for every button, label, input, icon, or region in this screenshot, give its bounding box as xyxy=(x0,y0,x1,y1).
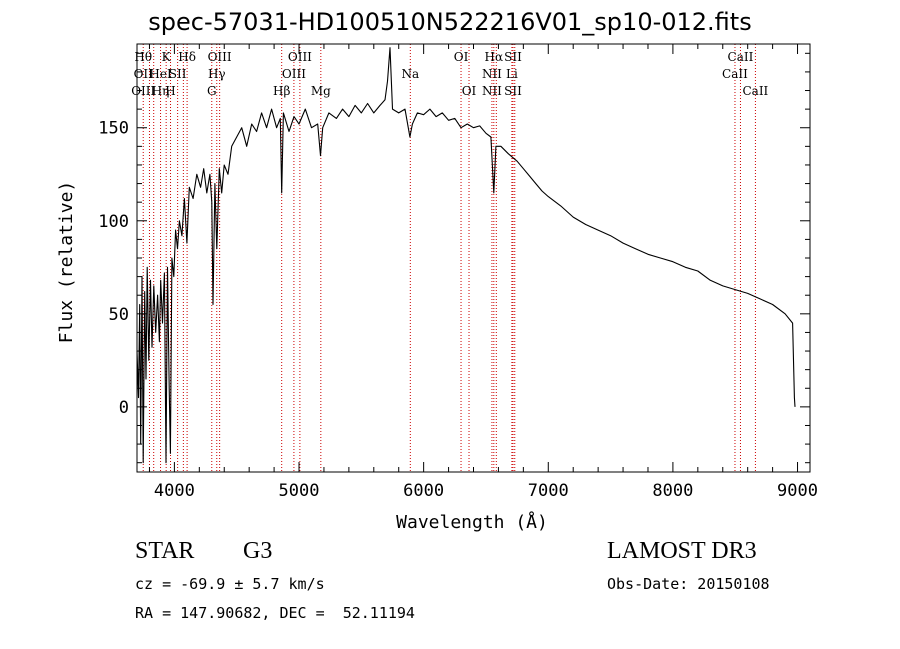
x-axis: 4000 5000 6000 7000 8000 9000 xyxy=(148,44,818,501)
x-axis-label: Wavelength (Å) xyxy=(396,511,548,533)
line-label: OIII xyxy=(282,67,306,81)
object-class: STAR xyxy=(135,538,195,564)
coordinates: RA = 147.90682, DEC = 52.11194 xyxy=(135,604,415,622)
y-tick-label: 50 xyxy=(109,305,129,325)
x-tick-label: 4000 xyxy=(154,481,195,501)
line-label: OIII xyxy=(288,50,312,64)
line-label: OI xyxy=(462,84,477,98)
line-label: CaII xyxy=(742,84,768,98)
line-label: Li xyxy=(506,67,518,81)
line-label: CaII xyxy=(728,50,754,64)
y-axis: 0 50 100 150 xyxy=(98,52,810,464)
line-label: Na xyxy=(401,67,419,81)
line-label: NII xyxy=(482,67,502,81)
x-tick-label: 9000 xyxy=(777,481,818,501)
x-tick-label: 5000 xyxy=(279,481,320,501)
line-label: Hη xyxy=(152,84,170,98)
line-label: K xyxy=(162,50,172,64)
plot-frame xyxy=(136,43,811,473)
redshift-velocity: cz = -69.9 ± 5.7 km/s xyxy=(135,575,325,593)
spectral-subclass: G3 xyxy=(243,538,273,564)
x-tick-label: 6000 xyxy=(403,481,444,501)
line-label: OI xyxy=(454,50,469,64)
y-axis-label: Flux (relative) xyxy=(56,181,77,344)
spectral-line-markers xyxy=(142,44,756,472)
spectral-line-labels: HθOIIOIIIHeIHηKHSIIHδGHγOIIIHβOIIIOIIIMg… xyxy=(131,50,768,98)
y-tick-label: 0 xyxy=(119,398,129,418)
line-label: Mg xyxy=(311,84,331,98)
y-tick-label: 150 xyxy=(98,119,129,139)
line-label: G xyxy=(207,84,217,98)
x-tick-label: 7000 xyxy=(528,481,569,501)
line-label: Hδ xyxy=(178,50,196,64)
x-tick-label: 8000 xyxy=(652,481,693,501)
line-label: H xyxy=(165,84,175,98)
line-label: SII xyxy=(169,67,187,81)
line-label: Hβ xyxy=(273,84,290,98)
line-label: SII xyxy=(504,50,522,64)
line-label: CaII xyxy=(722,67,748,81)
survey-name: LAMOST DR3 xyxy=(607,538,757,564)
observation-date: Obs-Date: 20150108 xyxy=(607,575,770,593)
line-label: Hα xyxy=(485,50,504,64)
line-label: HeI xyxy=(149,67,172,81)
chart-title: spec-57031-HD100510N522216V01_sp10-012.f… xyxy=(148,8,752,36)
spectrum-line xyxy=(136,47,796,464)
line-label: SII xyxy=(504,84,522,98)
line-label: NII xyxy=(482,84,502,98)
line-label: OIII xyxy=(208,50,232,64)
y-tick-label: 100 xyxy=(98,212,129,232)
line-label: OII xyxy=(134,67,154,81)
line-label: Hγ xyxy=(208,67,226,81)
